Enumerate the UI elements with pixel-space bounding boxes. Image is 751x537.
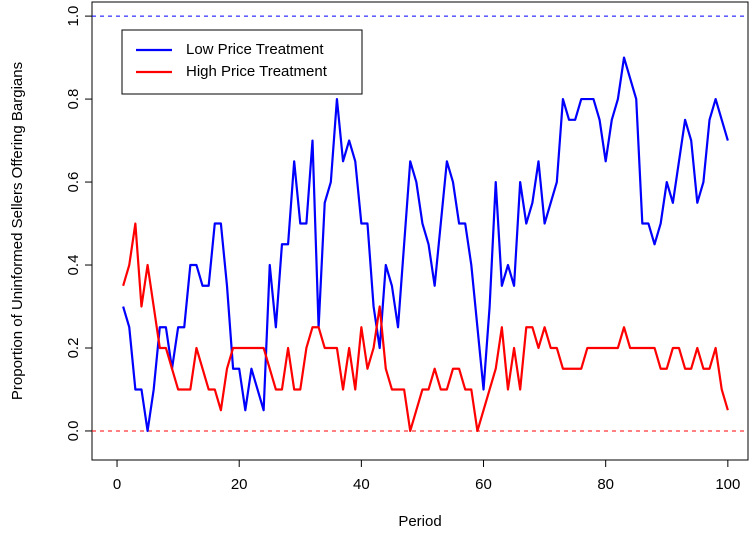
legend-label: High Price Treatment	[186, 63, 328, 80]
y-tick-label: 1.0	[65, 6, 82, 27]
y-tick-label: 0.0	[65, 421, 82, 442]
x-tick-label: 20	[231, 476, 248, 493]
y-tick-label: 0.6	[65, 172, 82, 193]
legend-box	[121, 29, 363, 95]
y-tick-label: 0.4	[65, 255, 82, 276]
y-axis-label: Proportion of Uninformed Sellers Offerin…	[9, 62, 26, 400]
legend-label: Low Price Treatment	[186, 41, 324, 58]
x-tick-label: 80	[597, 476, 614, 493]
data-line	[122, 222, 729, 433]
data-line	[122, 56, 729, 433]
y-tick-label: 0.8	[65, 89, 82, 110]
y-tick-label: 0.2	[65, 338, 82, 359]
x-axis-label: Period	[398, 513, 441, 530]
x-tick-label: 40	[353, 476, 370, 493]
legend: Low Price Treatment High Price Treatment	[121, 29, 363, 95]
x-tick-label: 0	[113, 476, 121, 493]
x-tick-label: 100	[715, 476, 740, 493]
x-tick-label: 60	[475, 476, 492, 493]
